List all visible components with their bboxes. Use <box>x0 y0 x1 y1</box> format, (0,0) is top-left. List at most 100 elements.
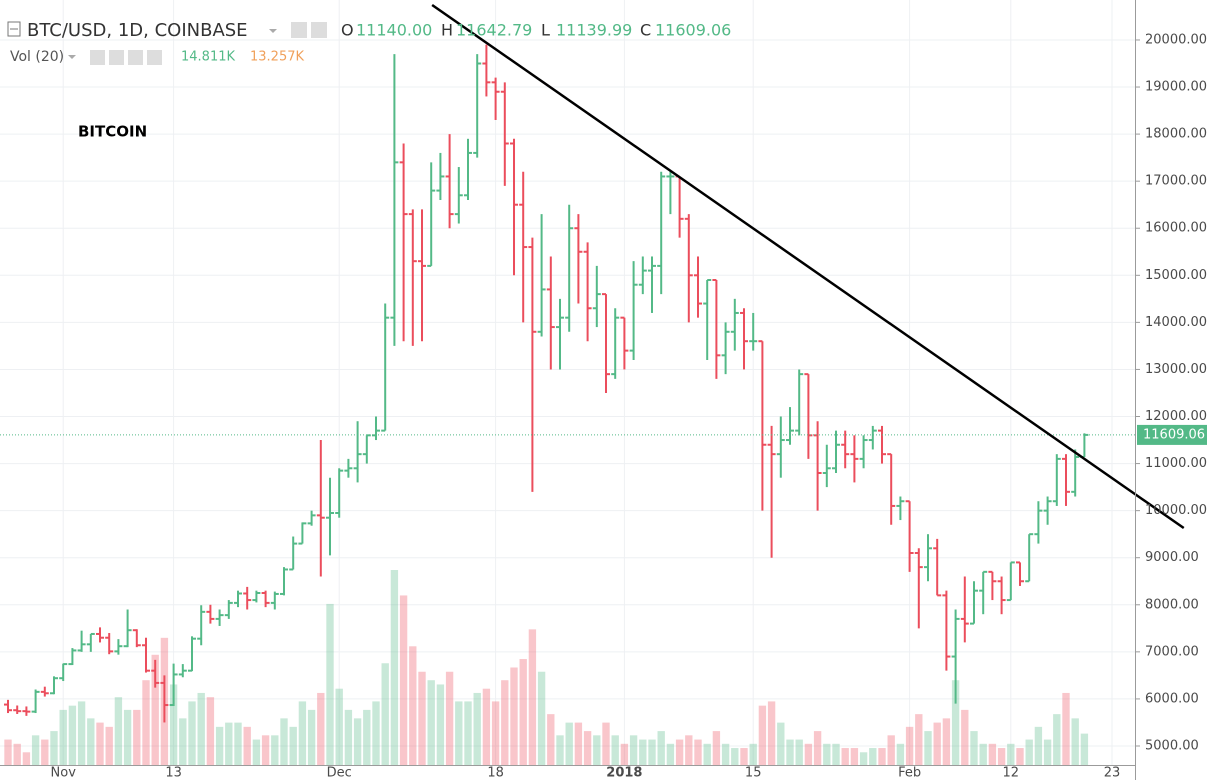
y-tick-label: 16000.00 <box>1145 221 1207 236</box>
grid <box>0 0 1135 765</box>
volume-bar <box>1071 718 1079 765</box>
volume-bar <box>298 701 307 765</box>
volume-bar <box>179 718 187 765</box>
indicator-icon[interactable] <box>147 50 162 65</box>
y-tick-label: 19000.00 <box>1145 80 1207 95</box>
volume-bar <box>721 743 730 765</box>
x-tick-label: 13 <box>165 766 182 780</box>
dropdown-icon[interactable] <box>68 55 76 59</box>
y-tick-label: 17000.00 <box>1145 174 1207 189</box>
volume-bar <box>317 692 325 765</box>
volume-bar <box>59 709 67 765</box>
y-tick-label: 12000.00 <box>1145 409 1207 424</box>
volume-bar <box>280 718 288 765</box>
volume-bar <box>1007 743 1015 765</box>
volume-bar <box>813 731 822 765</box>
indicator-icon[interactable] <box>128 50 143 65</box>
volume-bar <box>427 680 435 765</box>
volume-legend-value: 14.811K <box>181 50 235 65</box>
volume-bar <box>455 701 463 765</box>
volume-bar <box>169 684 178 765</box>
volume-bar <box>795 739 803 765</box>
volume-bar <box>482 688 491 765</box>
legend: O 11140.00 H 11642.79 L 11139.99 C 11609.06 14.8… <box>181 21 731 65</box>
settings-icon[interactable] <box>291 22 307 38</box>
volume-bar <box>197 692 205 765</box>
volume-bar <box>786 739 794 765</box>
x-tick-label: 18 <box>487 766 504 780</box>
volume-bar <box>997 748 1006 765</box>
x-tick-label: 23 <box>1104 766 1121 780</box>
volume-bar <box>307 709 316 765</box>
volume-bar <box>77 701 86 765</box>
settings-icon[interactable] <box>311 22 327 38</box>
volume-bar <box>399 595 408 765</box>
dropdown-icon[interactable] <box>269 29 277 33</box>
volume-bar <box>832 743 840 765</box>
volume-bar <box>915 714 923 765</box>
ohlc-legend-key: O <box>341 21 354 40</box>
y-tick-label: 8000.00 <box>1145 597 1199 612</box>
volume-bar <box>639 739 647 765</box>
volume-bar <box>547 714 555 765</box>
volume-bar <box>694 739 702 765</box>
volume-bar <box>1062 692 1070 765</box>
volume-bar <box>583 731 592 765</box>
y-tick-label: 18000.00 <box>1145 127 1207 142</box>
volume-bar <box>1016 748 1024 765</box>
chart-title: BTC/USD, 1D, COINBASE <box>27 20 248 41</box>
axes: 5000.00 6000.00 7000.00 8000.00 9000.00 10000… <box>51 32 1208 780</box>
x-tick-label: Feb <box>898 766 921 780</box>
volume-legend-value: 13.257K <box>250 50 304 65</box>
volume-bar <box>418 671 426 765</box>
volume-bar <box>31 735 40 765</box>
y-tick-label: 10000.00 <box>1145 503 1207 518</box>
volume-bar <box>951 680 960 765</box>
volume-bar <box>823 743 831 765</box>
volume-bar <box>372 701 380 765</box>
volume-bar <box>390 570 399 765</box>
volume-bar <box>758 705 767 765</box>
volume-bar <box>215 726 224 765</box>
volume-bar <box>114 697 123 765</box>
volume-bar <box>648 739 656 765</box>
indicator-icon[interactable] <box>109 50 124 65</box>
volume-bar <box>225 722 233 765</box>
volume-bar <box>252 739 261 765</box>
last-price-badge <box>1137 424 1207 445</box>
volume-bar <box>777 722 785 765</box>
indicator-icon[interactable] <box>90 50 105 65</box>
volume-bar <box>96 722 104 765</box>
y-tick-label: 13000.00 <box>1145 362 1207 377</box>
volume-bar <box>685 735 693 765</box>
volume-bar <box>142 680 150 765</box>
volume-bar <box>289 726 297 765</box>
volume-bar <box>344 709 353 765</box>
volume-bar <box>611 735 619 765</box>
volume-bar <box>335 688 343 765</box>
volume-bar <box>841 748 849 765</box>
volume-bar <box>409 646 417 765</box>
volume-bar <box>445 671 454 765</box>
volume-bar <box>243 726 251 765</box>
volume-bar <box>970 731 978 765</box>
collapse-icon[interactable] <box>7 21 21 37</box>
volume-bar <box>878 748 886 765</box>
annotation: BITCOIN <box>78 123 147 141</box>
volume-bar <box>326 603 334 765</box>
ohlc-legend-key: H <box>441 21 453 40</box>
volume-bar <box>675 739 684 765</box>
volume-bar <box>629 735 638 765</box>
volume-bar <box>123 709 132 765</box>
y-tick-label: 14000.00 <box>1145 315 1207 330</box>
y-tick-label: 20000.00 <box>1145 32 1207 47</box>
volume-bar <box>519 659 527 765</box>
volume-bar <box>602 722 610 765</box>
volume-bar <box>510 667 518 765</box>
volume-bar <box>749 743 757 765</box>
ohlc-legend-value: 11140.00 <box>356 21 432 40</box>
ohlc-legend-value: 11139.99 <box>556 21 632 40</box>
volume-bar <box>528 629 537 765</box>
